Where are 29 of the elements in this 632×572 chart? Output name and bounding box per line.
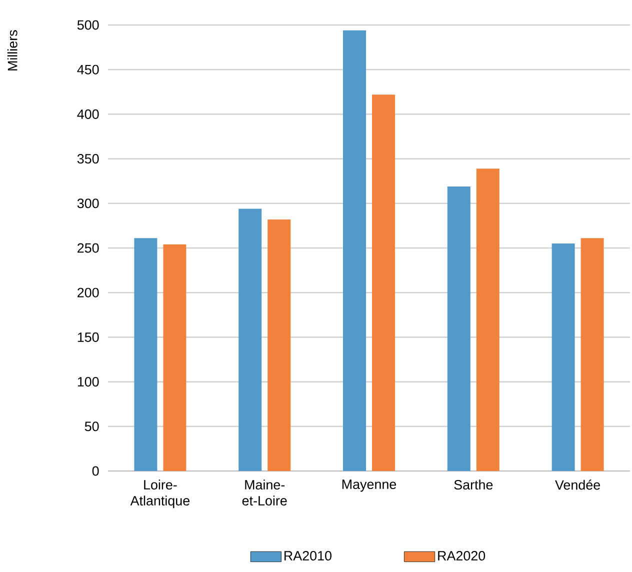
- y-tick-label: 150: [78, 332, 99, 342]
- bar: [580, 238, 604, 471]
- bar: [238, 208, 262, 471]
- y-tick-label: 300: [77, 198, 99, 208]
- bar: [372, 94, 396, 471]
- bar: [447, 186, 470, 471]
- x-tick-label: Maine-et-Loire: [242, 480, 287, 506]
- y-tick-label: 400: [77, 109, 99, 119]
- x-tick-label: Sarthe: [454, 480, 493, 490]
- bar: [476, 168, 500, 471]
- legend-label: RA2010: [284, 551, 332, 561]
- y-tick-label: 0: [92, 466, 99, 476]
- y-axis-title: Milliers: [7, 30, 18, 70]
- bar: [268, 219, 291, 471]
- y-tick-label: 250: [78, 243, 99, 253]
- x-tick-label: Loire-Atlantique: [130, 480, 190, 508]
- bar: [343, 30, 366, 471]
- legend-label: RA2020: [438, 551, 486, 561]
- y-tick-label: 50: [84, 422, 99, 432]
- bar: [163, 244, 186, 471]
- x-tick-label: Vendée: [555, 480, 600, 490]
- y-tick-label: 350: [77, 154, 99, 164]
- y-tick-label: 100: [78, 377, 99, 387]
- bar: [134, 238, 158, 471]
- x-tick-label: Mayenne: [342, 480, 396, 492]
- bar: [552, 244, 575, 471]
- y-tick-label: 500: [77, 20, 99, 30]
- y-tick-label: 200: [78, 288, 99, 298]
- y-tick-label: 450: [77, 64, 99, 74]
